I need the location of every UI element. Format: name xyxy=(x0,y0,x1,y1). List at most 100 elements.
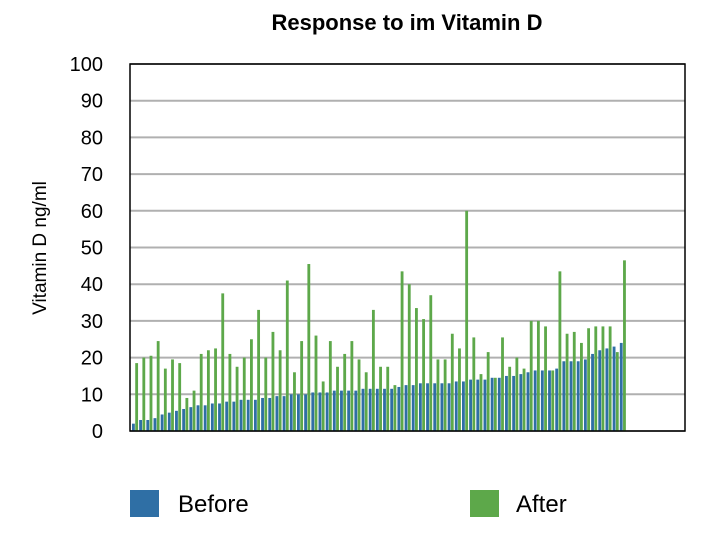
bar-before-22 xyxy=(282,396,286,431)
bar-before-29 xyxy=(332,390,336,431)
bar-before-18 xyxy=(253,399,257,431)
bar-after-20 xyxy=(271,331,275,431)
bar-after-52 xyxy=(501,337,504,431)
bar-after-32 xyxy=(357,359,361,431)
bar-before-1 xyxy=(132,423,135,431)
bar-after-50 xyxy=(486,352,490,431)
bar-before-11 xyxy=(203,405,207,431)
bar-after-8 xyxy=(185,397,189,431)
bar-after-40 xyxy=(415,308,418,431)
bar-before-39 xyxy=(404,385,408,431)
bar-after-24 xyxy=(300,341,304,431)
bar-after-42 xyxy=(429,295,433,431)
bar-before-6 xyxy=(167,412,171,431)
bar-before-59 xyxy=(548,370,551,431)
bar-after-39 xyxy=(407,284,411,431)
bar-before-63 xyxy=(576,361,580,431)
y-tick-label: 90 xyxy=(81,91,103,113)
bar-before-3 xyxy=(146,419,150,431)
bar-before-56 xyxy=(526,372,530,431)
bar-after-5 xyxy=(163,368,167,431)
bar-after-37 xyxy=(393,385,397,431)
bar-after-16 xyxy=(242,357,246,431)
bar-before-14 xyxy=(225,401,229,431)
y-tick-label: 50 xyxy=(81,238,103,260)
y-tick-label: 30 xyxy=(81,311,103,333)
bar-after-35 xyxy=(379,366,382,431)
bar-after-14 xyxy=(228,353,232,431)
bar-after-69 xyxy=(623,260,626,431)
bar-after-48 xyxy=(472,337,476,431)
bar-before-35 xyxy=(375,388,379,431)
y-tick-label: 60 xyxy=(81,201,103,223)
bar-after-64 xyxy=(587,328,591,431)
bar-before-57 xyxy=(533,370,537,431)
y-tick-label: 10 xyxy=(81,384,103,406)
bar-after-33 xyxy=(364,372,368,431)
bar-after-4 xyxy=(156,341,160,431)
bar-after-51 xyxy=(493,377,497,431)
bar-before-33 xyxy=(361,388,365,431)
bar-after-59 xyxy=(551,370,555,431)
bar-after-41 xyxy=(422,319,426,431)
bar-before-69 xyxy=(619,342,623,431)
bar-after-62 xyxy=(572,331,576,431)
chart-title: Response to im Vitamin D xyxy=(272,10,543,35)
y-tick-label: 20 xyxy=(81,348,103,370)
legend-swatch-before xyxy=(130,490,159,517)
bar-before-68 xyxy=(612,346,616,431)
bar-before-66 xyxy=(598,350,602,431)
bar-after-56 xyxy=(529,320,533,431)
bar-before-37 xyxy=(390,388,394,431)
bar-after-46 xyxy=(458,348,461,431)
bar-before-13 xyxy=(218,403,221,431)
bar-after-10 xyxy=(199,353,203,431)
y-tick-label: 80 xyxy=(81,127,103,149)
bar-after-53 xyxy=(508,366,512,431)
bar-before-20 xyxy=(268,397,272,431)
bar-after-23 xyxy=(293,372,296,431)
bar-before-19 xyxy=(261,397,264,431)
bar-before-23 xyxy=(289,394,293,431)
bar-before-24 xyxy=(297,394,300,431)
bar-before-38 xyxy=(397,386,401,431)
bar-before-17 xyxy=(246,399,250,431)
bar-after-60 xyxy=(558,271,562,431)
bar-after-54 xyxy=(515,357,519,431)
bar-after-18 xyxy=(257,309,261,431)
bar-before-2 xyxy=(139,419,142,431)
legend: Before After xyxy=(130,490,567,518)
y-tick-label: 70 xyxy=(81,164,103,186)
bar-before-36 xyxy=(383,388,386,431)
bar-after-63 xyxy=(580,342,583,431)
bar-after-7 xyxy=(178,363,182,431)
bar-after-2 xyxy=(142,357,146,431)
bar-before-58 xyxy=(540,370,544,431)
bar-after-68 xyxy=(615,352,619,431)
bar-before-47 xyxy=(462,381,465,431)
legend-swatch-after xyxy=(470,490,499,517)
bar-after-49 xyxy=(479,374,483,431)
bar-before-48 xyxy=(469,379,472,431)
bar-after-43 xyxy=(436,359,440,431)
bar-before-28 xyxy=(325,392,329,431)
bar-after-15 xyxy=(235,366,239,431)
bar-after-19 xyxy=(264,357,268,431)
plot-frame xyxy=(129,63,686,432)
bar-after-30 xyxy=(343,353,347,431)
bar-before-65 xyxy=(591,353,594,431)
bar-before-42 xyxy=(426,383,429,431)
bar-after-67 xyxy=(608,326,612,431)
bar-before-51 xyxy=(490,377,494,431)
y-tick-label: 0 xyxy=(92,421,103,443)
bar-after-25 xyxy=(307,264,311,431)
bar-after-11 xyxy=(206,350,210,431)
bar-before-12 xyxy=(210,403,214,431)
bar-after-45 xyxy=(450,333,454,431)
y-tick-label: 40 xyxy=(81,274,103,296)
bar-before-27 xyxy=(318,392,322,431)
bar-before-8 xyxy=(182,408,186,431)
bar-after-28 xyxy=(328,341,332,431)
y-axis-label: Vitamin D ng/ml xyxy=(30,181,51,315)
